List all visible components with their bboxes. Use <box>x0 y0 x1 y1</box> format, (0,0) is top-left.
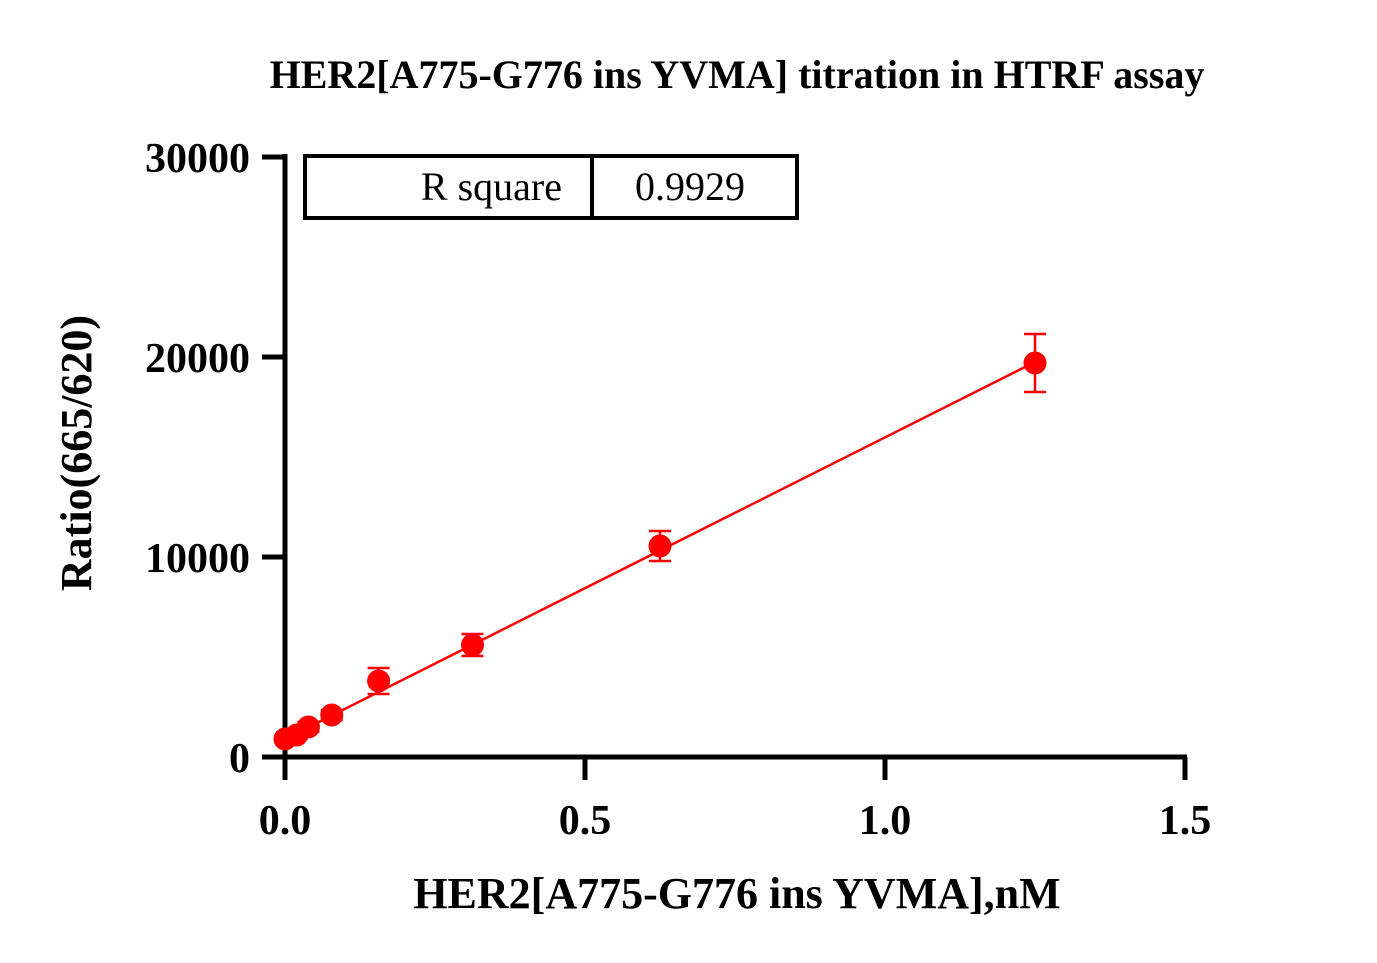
data-point-group <box>296 715 320 739</box>
data-point-group <box>1023 332 1047 394</box>
data-point <box>1023 351 1047 375</box>
data-point-group <box>367 666 391 696</box>
data-point-group <box>461 632 484 658</box>
y-ticks: 0 10000 20000 30000 <box>145 136 285 782</box>
data-point <box>367 669 391 693</box>
data-point <box>296 715 320 739</box>
x-tick-label: 0.0 <box>259 798 312 844</box>
x-ticks: 0.0 0.5 1.0 1.5 <box>259 757 1212 844</box>
r-square-frame <box>303 154 799 220</box>
r-square-box: R square 0.9929 <box>303 154 799 220</box>
x-tick-label: 1.0 <box>859 798 912 844</box>
data-point <box>320 703 344 727</box>
data-point <box>461 633 484 657</box>
x-tick-label: 1.5 <box>1159 798 1212 844</box>
data-point-group <box>648 529 672 563</box>
y-tick-label: 30000 <box>145 136 250 182</box>
y-tick-label: 10000 <box>145 536 250 582</box>
data-points-layer <box>273 332 1047 751</box>
data-point-group <box>320 703 344 727</box>
r-square-label: R square <box>421 164 562 209</box>
y-axis-label: Ratio(665/620) <box>52 315 101 591</box>
r-square-value: 0.9929 <box>635 164 745 209</box>
x-axis-label: HER2[A775-G776 ins YVMA],nM <box>413 869 1060 918</box>
y-tick-label: 20000 <box>145 336 250 382</box>
x-tick-label: 0.5 <box>559 798 612 844</box>
data-point <box>648 534 672 558</box>
chart-title: HER2[A775-G776 ins YVMA] titration in HT… <box>270 52 1205 97</box>
y-tick-label: 0 <box>229 736 250 782</box>
